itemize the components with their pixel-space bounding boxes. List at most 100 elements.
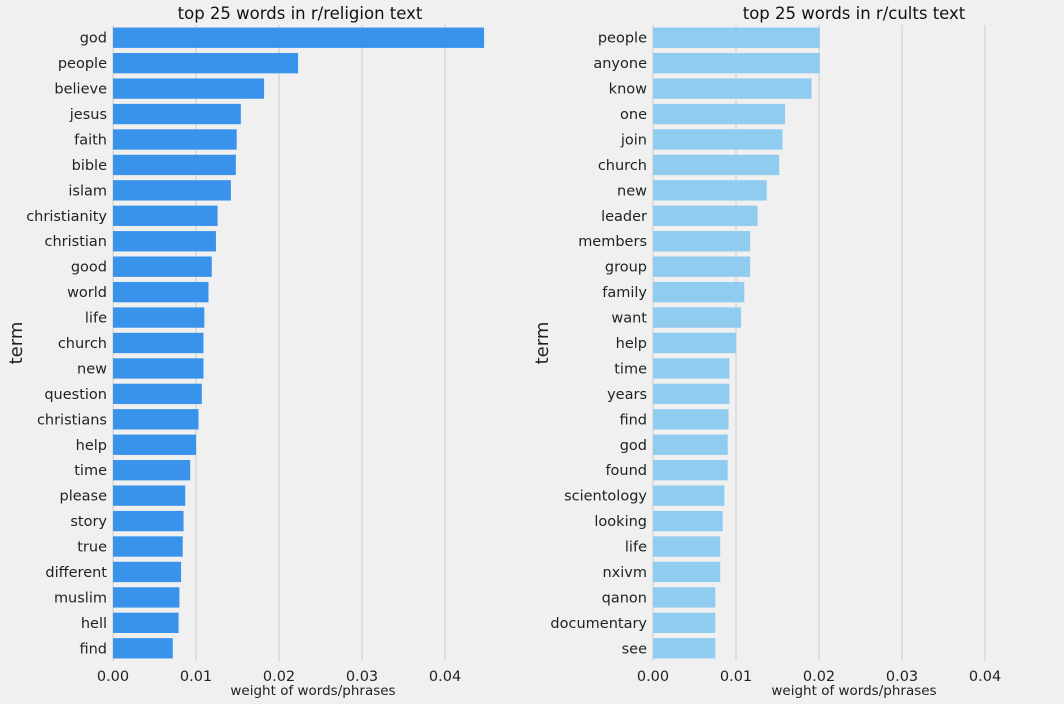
bar-people xyxy=(113,52,299,74)
bar-please xyxy=(113,485,186,506)
category-label: church xyxy=(598,158,647,174)
category-label: different xyxy=(45,565,107,581)
y-axis-title: term xyxy=(6,322,27,365)
x-axis-title: weight of words/phrases xyxy=(230,683,395,699)
bar-story xyxy=(113,510,184,532)
category-label: leader xyxy=(601,209,647,225)
category-label: help xyxy=(76,438,107,454)
category-label: scientology xyxy=(564,489,647,505)
bar-qanon xyxy=(653,587,716,608)
category-label: question xyxy=(44,387,107,403)
category-label: qanon xyxy=(602,590,647,606)
bar-people xyxy=(653,27,820,48)
bar-help xyxy=(653,332,737,354)
category-label: christian xyxy=(45,234,108,250)
category-label: life xyxy=(625,540,647,556)
category-label: documentary xyxy=(550,616,647,632)
category-label: bible xyxy=(72,158,107,174)
category-label: nxivm xyxy=(602,565,647,581)
bar-help xyxy=(113,434,197,455)
bar-found xyxy=(653,460,728,481)
bar-join xyxy=(653,129,783,150)
bar-find xyxy=(113,638,173,659)
category-label: faith xyxy=(74,132,107,148)
bar-christian xyxy=(113,231,216,252)
category-label: see xyxy=(622,641,647,657)
bar-want xyxy=(653,307,741,328)
category-label: god xyxy=(80,31,107,47)
bar-leader xyxy=(653,205,758,226)
category-label: hell xyxy=(81,616,107,632)
category-label: anyone xyxy=(593,56,647,72)
x-tick-label: 0.02 xyxy=(263,669,295,685)
category-label: christianity xyxy=(26,209,107,225)
bar-scientology xyxy=(653,485,725,506)
bar-muslim xyxy=(113,587,180,608)
bar-know xyxy=(653,78,812,99)
bar-looking xyxy=(653,510,723,532)
category-label: story xyxy=(70,514,107,530)
bar-god xyxy=(653,434,728,455)
chart-title: top 25 words in r/religion text xyxy=(178,4,423,23)
category-label: christians xyxy=(37,412,107,428)
chart-panel-1: god people believe jesus faith bible islam chri… xyxy=(6,4,485,699)
category-label: new xyxy=(617,183,647,199)
bar-hell xyxy=(113,612,179,634)
bar-anyone xyxy=(653,52,820,74)
bar-church xyxy=(113,332,204,354)
bar-true xyxy=(113,536,183,557)
x-tick-label: 0.01 xyxy=(720,669,752,685)
category-label: time xyxy=(74,463,107,479)
category-label: god xyxy=(620,438,647,454)
x-axis-title: weight of words/phrases xyxy=(771,683,936,699)
bar-group xyxy=(653,256,751,277)
category-label: people xyxy=(598,31,647,47)
x-tick-label: 0.03 xyxy=(886,669,918,685)
category-label: want xyxy=(611,311,647,327)
bar-members xyxy=(653,231,751,252)
category-label: true xyxy=(77,540,107,556)
bar-time xyxy=(113,460,191,481)
bar-documentary xyxy=(653,612,716,634)
bar-christians xyxy=(113,409,199,430)
bar-time xyxy=(653,358,730,379)
bar-life xyxy=(113,307,205,328)
category-label: one xyxy=(620,107,647,123)
category-label: know xyxy=(609,82,647,98)
bar-life xyxy=(653,536,721,557)
bar-find xyxy=(653,409,729,430)
bar-new xyxy=(653,180,767,201)
bar-christianity xyxy=(113,205,218,226)
bar-one xyxy=(653,103,785,125)
bar-family xyxy=(653,281,745,303)
category-label: life xyxy=(85,311,107,327)
category-label: found xyxy=(605,463,647,479)
category-label: help xyxy=(616,336,647,352)
category-label: good xyxy=(71,260,107,276)
category-label: new xyxy=(77,361,107,377)
bar-world xyxy=(113,281,209,303)
category-label: join xyxy=(620,132,647,148)
x-tick-label: 0.00 xyxy=(637,669,669,685)
bar-see xyxy=(653,638,716,659)
bar-church xyxy=(653,154,780,176)
bar-new xyxy=(113,358,204,379)
x-tick-label: 0.01 xyxy=(180,669,212,685)
chart-title: top 25 words in r/cults text xyxy=(743,4,966,23)
category-label: find xyxy=(619,412,647,428)
category-label: world xyxy=(67,285,107,301)
category-label: please xyxy=(59,489,107,505)
bar-years xyxy=(653,383,730,405)
bar-faith xyxy=(113,129,237,150)
bar-different xyxy=(113,561,182,583)
bar-jesus xyxy=(113,103,241,125)
category-label: find xyxy=(79,641,107,657)
category-label: family xyxy=(602,285,647,301)
x-tick-label: 0.00 xyxy=(97,669,129,685)
bar-believe xyxy=(113,78,265,99)
x-tick-label: 0.02 xyxy=(803,669,835,685)
category-label: people xyxy=(58,56,107,72)
x-tick-label: 0.04 xyxy=(969,669,1001,685)
category-label: islam xyxy=(68,183,107,199)
